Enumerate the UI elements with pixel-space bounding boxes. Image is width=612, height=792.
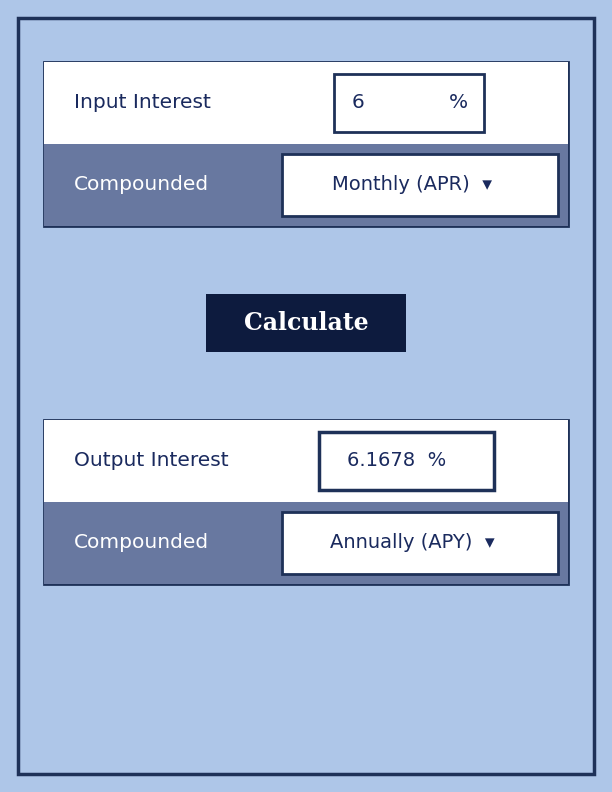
FancyBboxPatch shape (334, 74, 484, 132)
FancyBboxPatch shape (282, 154, 558, 216)
FancyBboxPatch shape (44, 144, 568, 226)
Text: Annually (APY)  ▾: Annually (APY) ▾ (330, 534, 494, 553)
FancyBboxPatch shape (44, 502, 568, 584)
Text: Calculate: Calculate (244, 311, 368, 335)
FancyBboxPatch shape (44, 62, 568, 144)
Text: Monthly (APR)  ▾: Monthly (APR) ▾ (332, 176, 492, 195)
Text: Compounded: Compounded (74, 176, 209, 195)
Text: 6.1678  %: 6.1678 % (347, 451, 446, 470)
FancyBboxPatch shape (282, 512, 558, 574)
FancyBboxPatch shape (44, 420, 568, 584)
Text: Input Interest: Input Interest (74, 93, 211, 112)
FancyBboxPatch shape (18, 18, 594, 774)
Text: 6: 6 (352, 93, 365, 112)
FancyBboxPatch shape (44, 62, 568, 226)
FancyBboxPatch shape (206, 294, 406, 352)
Text: Output Interest: Output Interest (74, 451, 229, 470)
FancyBboxPatch shape (319, 432, 494, 490)
FancyBboxPatch shape (44, 420, 568, 502)
Text: Compounded: Compounded (74, 534, 209, 553)
Text: %: % (449, 93, 468, 112)
